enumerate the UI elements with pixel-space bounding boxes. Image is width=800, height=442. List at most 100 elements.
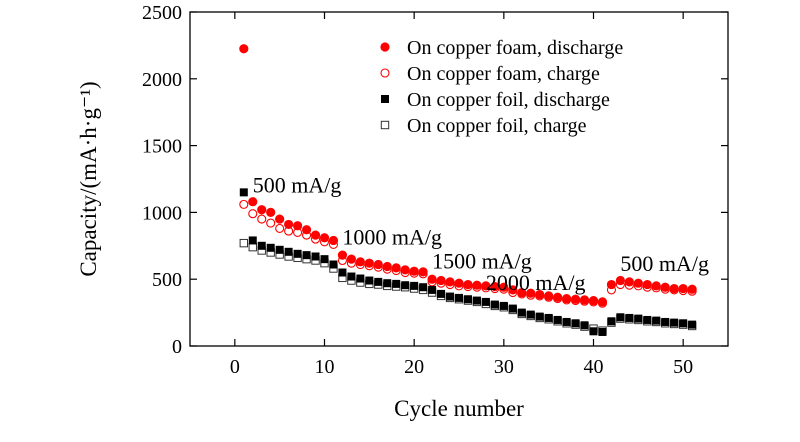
data-point [625, 313, 634, 322]
data-point [239, 199, 249, 209]
legend-label: On copper foil, discharge [407, 89, 610, 111]
y-tick-label: 2000 [142, 69, 182, 91]
legend-marker [380, 120, 390, 130]
data-point [678, 283, 688, 294]
data-point [481, 297, 490, 306]
data-point [544, 313, 553, 322]
data-point [293, 221, 303, 231]
rate-annotation: 1500 mA/g [432, 249, 532, 274]
legend-label: On copper foam, charge [407, 63, 600, 85]
data-point [634, 314, 643, 323]
y-tick-label: 500 [152, 269, 182, 291]
data-point [310, 230, 321, 240]
data-point [365, 276, 374, 285]
y-tick-label: 2500 [142, 2, 182, 24]
data-point [481, 281, 491, 291]
y-axis-title: Capacity/(mA·h·g⁻¹) [76, 81, 101, 276]
data-point [526, 288, 536, 298]
data-point [374, 277, 383, 286]
data-point [275, 223, 285, 233]
data-point [607, 317, 616, 326]
series-1 [239, 44, 697, 307]
data-point [508, 304, 517, 313]
data-points [239, 44, 697, 336]
data-point [562, 317, 571, 326]
data-point [257, 241, 266, 250]
data-point [472, 280, 482, 290]
data-point [239, 188, 248, 197]
data-point [688, 320, 697, 329]
data-point [588, 295, 599, 306]
y-tick-label: 0 [172, 336, 182, 358]
data-point [580, 321, 589, 330]
legend-marker [380, 42, 390, 52]
x-tick-label: 0 [230, 356, 240, 378]
data-point [383, 279, 392, 288]
data-point [248, 209, 258, 219]
data-point [598, 327, 607, 336]
data-point [490, 281, 500, 292]
data-point [347, 272, 356, 281]
data-point [338, 268, 347, 277]
y-tick-label: 1000 [142, 202, 182, 224]
data-point [293, 249, 302, 258]
data-point [410, 281, 419, 290]
rate-annotation: 1000 mA/g [342, 224, 442, 249]
data-point [579, 295, 590, 305]
data-point [266, 207, 276, 217]
x-axis-title: Cycle number [394, 396, 524, 421]
y-tick-label: 1500 [142, 136, 182, 158]
data-point [257, 205, 267, 215]
data-point [346, 254, 357, 264]
data-point [455, 293, 463, 302]
data-point [535, 289, 545, 300]
data-point [284, 247, 293, 256]
data-point [624, 277, 634, 287]
rate-annotation: 2000 mA/g [486, 270, 586, 295]
data-point [392, 279, 401, 288]
x-tick-label: 50 [673, 356, 693, 378]
data-point [445, 277, 455, 287]
legend-label: On copper foil, charge [407, 115, 587, 137]
data-point [382, 261, 392, 272]
data-point [679, 319, 688, 328]
legend-label: On copper foam, discharge [407, 37, 623, 59]
data-point [615, 275, 626, 286]
data-point [517, 308, 526, 317]
data-point [328, 235, 339, 246]
data-point [669, 283, 679, 294]
data-point [320, 255, 329, 264]
data-point [419, 283, 428, 292]
rate-annotation: 500 mA/g [620, 251, 709, 276]
data-point [248, 197, 258, 207]
data-point [463, 279, 473, 290]
data-point [337, 250, 348, 260]
data-point [633, 278, 643, 288]
x-tick-label: 30 [494, 356, 514, 378]
data-point [355, 257, 365, 267]
data-point [446, 292, 455, 301]
data-point [660, 282, 670, 292]
data-point [661, 317, 670, 326]
data-point [499, 301, 508, 310]
data-point [356, 274, 365, 283]
x-tick-label: 40 [584, 356, 604, 378]
data-point [571, 319, 580, 328]
data-point [418, 267, 428, 277]
legend: On copper foam, discharge On copper foam,… [380, 37, 623, 137]
data-point [427, 274, 437, 284]
data-point [454, 278, 464, 288]
legend-marker [380, 68, 390, 78]
data-point [248, 242, 257, 252]
data-point [687, 284, 697, 294]
data-point [437, 289, 446, 298]
data-point [275, 214, 285, 224]
data-point [257, 214, 267, 224]
legend-marker [381, 95, 389, 103]
data-point [311, 252, 320, 261]
series-3 [239, 188, 697, 336]
data-point [266, 218, 276, 228]
